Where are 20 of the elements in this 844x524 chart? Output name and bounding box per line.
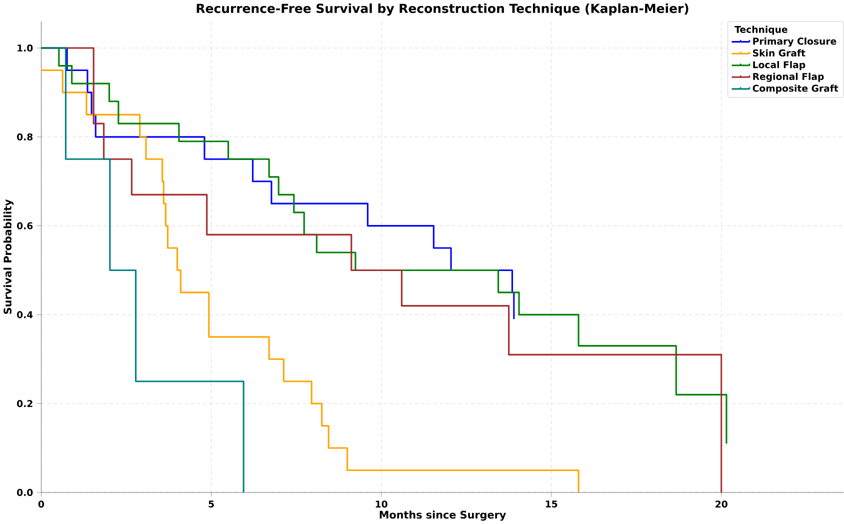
y-tick-label: 0.8 — [17, 133, 33, 140]
x-tick-label: 20 — [716, 500, 728, 508]
legend-label: Regional Flap — [753, 72, 824, 82]
y-tick-label: 0.2 — [17, 400, 32, 408]
chart-title: Recurrence-Free Survival by Reconstruction Technique (Kaplan-Meier) — [196, 3, 688, 16]
x-axis-title: Months since Surgery — [380, 510, 506, 521]
legend-label: Local Flap — [753, 60, 806, 70]
x-tick-label: 10 — [376, 500, 388, 508]
x-tick-label: 5 — [208, 500, 214, 508]
x-tick-label: 0 — [38, 500, 44, 508]
legend-label: Composite Graft — [752, 84, 838, 94]
legend-label: Primary Closure — [753, 37, 836, 47]
y-axis-title: Survival Probability — [3, 199, 14, 314]
legend-title: Technique — [734, 26, 788, 35]
y-tick-label: 0.4 — [17, 311, 33, 318]
x-tick-label: 15 — [546, 500, 558, 508]
legend-label: Skin Graft — [752, 49, 806, 56]
y-tick-label: 1.0 — [18, 44, 33, 52]
y-tick-label: 0.6 — [17, 222, 33, 230]
y-tick-label: 0.0 — [17, 488, 33, 496]
